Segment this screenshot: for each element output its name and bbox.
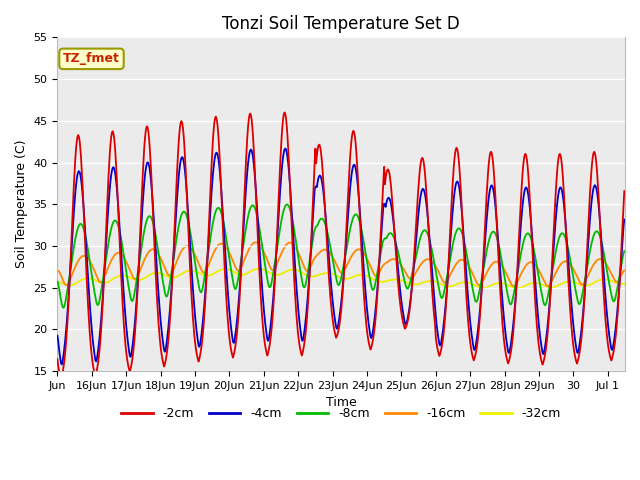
X-axis label: Time: Time xyxy=(326,396,356,409)
Text: TZ_fmet: TZ_fmet xyxy=(63,52,120,65)
Y-axis label: Soil Temperature (C): Soil Temperature (C) xyxy=(15,140,28,268)
Title: Tonzi Soil Temperature Set D: Tonzi Soil Temperature Set D xyxy=(222,15,460,33)
Legend: -2cm, -4cm, -8cm, -16cm, -32cm: -2cm, -4cm, -8cm, -16cm, -32cm xyxy=(116,402,566,425)
